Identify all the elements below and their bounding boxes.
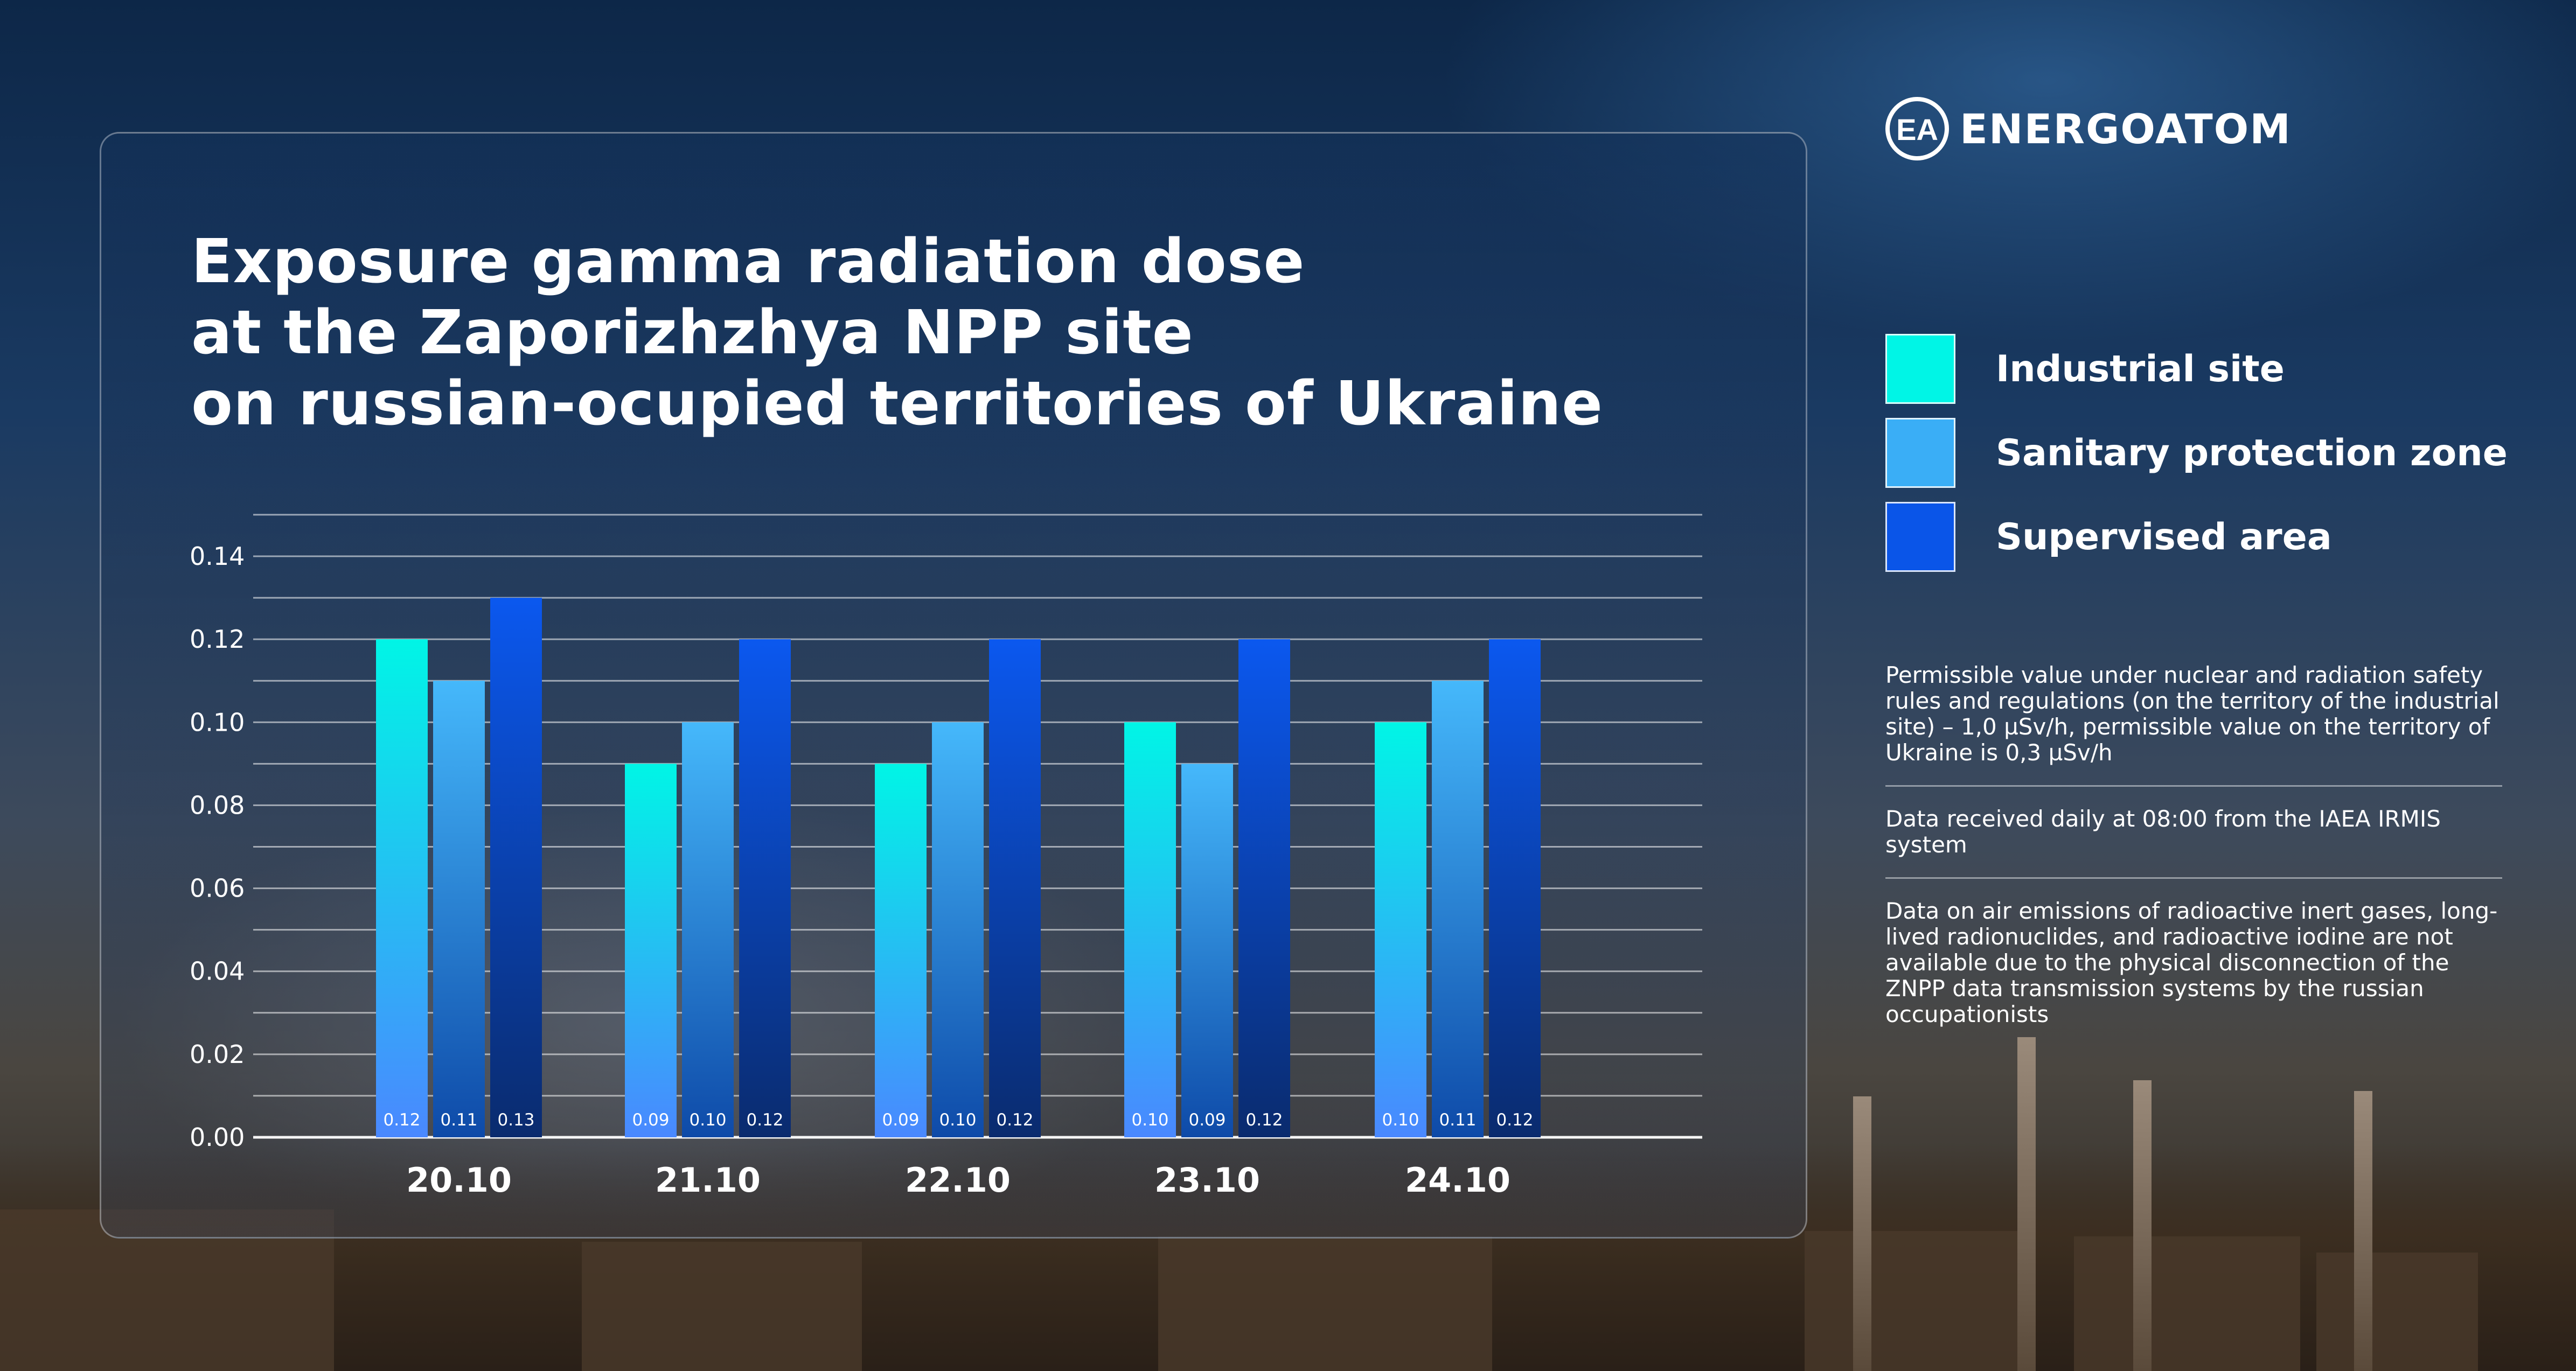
- brand-name: ENERGOATOM: [1960, 104, 2292, 153]
- y-tick-label: 0.08: [190, 791, 245, 820]
- y-tick-label: 0.12: [190, 625, 245, 654]
- y-tick-label: 0.02: [190, 1040, 245, 1069]
- legend-item-supervised-area: Supervised area: [1885, 502, 2508, 572]
- brand-logo: EA ENERGOATOM: [1885, 97, 2292, 160]
- bar: [1432, 681, 1484, 1137]
- bar: [682, 722, 734, 1137]
- legend-swatch: [1885, 334, 1955, 404]
- bar: [989, 639, 1041, 1137]
- legend-item-industrial-site: Industrial site: [1885, 334, 2508, 404]
- legend-swatch: [1885, 502, 1955, 572]
- y-tick-label: 0.10: [190, 708, 245, 737]
- bar: [1124, 722, 1176, 1137]
- title-line: at the Zaporizhzhya NPP site: [191, 298, 1194, 368]
- bar-value-label: 0.09: [632, 1110, 669, 1130]
- bar: [490, 598, 542, 1137]
- bar: [1238, 639, 1290, 1137]
- bar-value-label: 0.12: [746, 1110, 783, 1130]
- note-data-unavailable: Data on air emissions of radioactive ine…: [1885, 877, 2502, 1047]
- bar: [1375, 722, 1426, 1137]
- notes: Permissible value under nuclear and radi…: [1885, 662, 2502, 1047]
- y-tick-label: 0.04: [190, 957, 245, 986]
- legend-item-sanitary-protection-zone: Sanitary protection zone: [1885, 418, 2508, 488]
- x-tick-label: 23.10: [1154, 1160, 1260, 1200]
- legend-label: Sanitary protection zone: [1996, 431, 2508, 474]
- x-tick-label: 21.10: [655, 1160, 761, 1200]
- bar: [739, 639, 791, 1137]
- title-line: on russian-ocupied territories of Ukrain…: [191, 369, 1603, 439]
- bar-value-label: 0.10: [1382, 1110, 1419, 1130]
- x-tick-label: 20.10: [406, 1160, 512, 1200]
- bar-value-label: 0.09: [882, 1110, 919, 1130]
- bar-value-label: 0.10: [689, 1110, 726, 1130]
- bar: [433, 681, 485, 1137]
- bar-value-label: 0.11: [440, 1110, 477, 1130]
- bar-value-label: 0.10: [1131, 1110, 1168, 1130]
- page-title: Exposure gamma radiation dose at the Zap…: [191, 226, 1603, 439]
- bar-value-label: 0.11: [1439, 1110, 1476, 1130]
- bar: [1181, 764, 1233, 1137]
- y-tick-label: 0.14: [190, 542, 245, 571]
- y-tick-label: 0.06: [190, 874, 245, 903]
- logo-monogram: EA: [1896, 113, 1938, 146]
- title-line: Exposure gamma radiation dose: [191, 227, 1305, 297]
- y-tick-label: 0.00: [190, 1123, 245, 1152]
- bar: [625, 764, 677, 1137]
- energoatom-logo-icon: EA: [1885, 97, 1949, 160]
- bar-value-label: 0.12: [996, 1110, 1033, 1130]
- legend-label: Supervised area: [1996, 515, 2332, 558]
- bar-value-label: 0.12: [1496, 1110, 1533, 1130]
- note-permissible-value: Permissible value under nuclear and radi…: [1885, 662, 2500, 766]
- bar-value-label: 0.10: [939, 1110, 976, 1130]
- x-tick-label: 24.10: [1405, 1160, 1510, 1200]
- bar: [932, 722, 984, 1137]
- bar-value-label: 0.12: [383, 1110, 420, 1130]
- bar-value-label: 0.12: [1245, 1110, 1283, 1130]
- legend-swatch: [1885, 418, 1955, 488]
- bar: [1489, 639, 1541, 1137]
- note-data-source: Data received daily at 08:00 from the IA…: [1885, 785, 2502, 877]
- bar: [875, 764, 927, 1137]
- x-tick-label: 22.10: [905, 1160, 1011, 1200]
- legend-label: Industrial site: [1996, 347, 2285, 390]
- bar-value-label: 0.13: [497, 1110, 534, 1130]
- bar-value-label: 0.09: [1188, 1110, 1226, 1130]
- bar: [376, 639, 428, 1137]
- chart-legend: Industrial site Sanitary protection zone…: [1885, 334, 2508, 586]
